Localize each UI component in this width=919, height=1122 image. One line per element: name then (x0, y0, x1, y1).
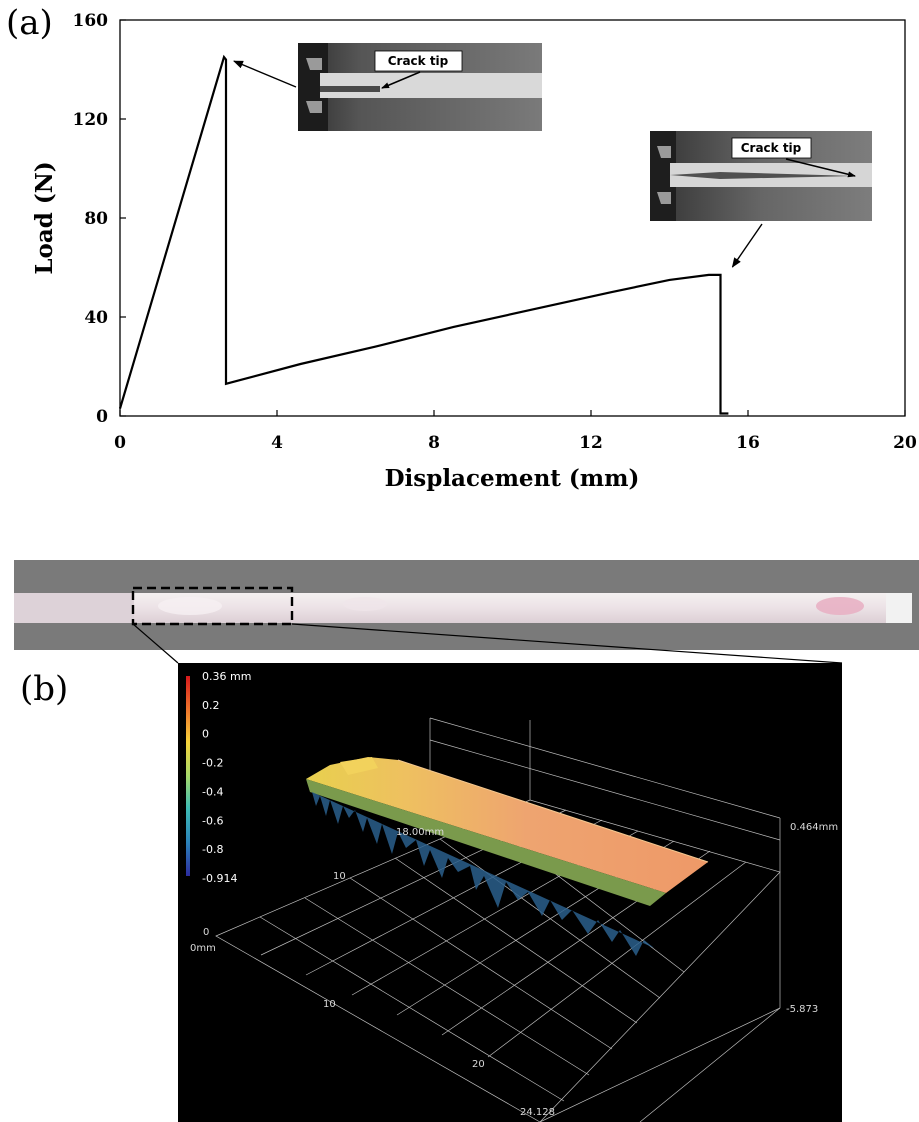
colorbar-tick-label: -0.8 (202, 843, 223, 856)
scan-axis-label: 10 (323, 999, 336, 1010)
crack-tip-arrow-2 (731, 223, 763, 268)
specimen-photo (14, 560, 919, 664)
x-tick-label: 16 (736, 433, 760, 453)
scan-axis-label: 0.464mm (790, 822, 838, 833)
scan-axis-label: 0mm (190, 943, 216, 954)
colorbar-tick-label: -0.4 (202, 785, 223, 798)
crack-inset-photo-1: Crack tip (298, 43, 542, 131)
crack-inset-photo-2: Crack tip (650, 131, 872, 221)
crack-tip-arrow-1 (233, 60, 297, 88)
y-tick-label: 0 (96, 407, 108, 427)
scan-axis-label: -5.873 (786, 1004, 818, 1015)
colorbar-tick-label: 0.36 mm (202, 670, 251, 683)
scan-axis-label: 20 (472, 1059, 485, 1070)
scan-axis-label: 24.128 (520, 1107, 555, 1118)
x-tick-label: 20 (893, 433, 917, 453)
colorbar (186, 676, 190, 876)
scan-axis-labels: 18.00mm 0.464mm 10 0 0mm 10 -5.873 20 24.128 (190, 822, 838, 1118)
colorbar-tick-label: 0 (202, 728, 209, 741)
scan-axis-label: 0 (203, 927, 209, 938)
x-tick-label: 12 (579, 433, 603, 453)
colorbar-tick-label: -0.6 (202, 814, 223, 827)
colorbar-labels: 0.36 mm 0.2 0 -0.2 -0.4 -0.6 -0.8 -0.914 (202, 670, 251, 885)
y-tick-label: 160 (73, 11, 109, 31)
x-tick-label: 0 (114, 433, 126, 453)
y-axis-ticks: 0 40 80 120 160 (73, 11, 126, 427)
surface-scan-3d: 0.36 mm 0.2 0 -0.2 -0.4 -0.6 -0.8 -0.914 (178, 663, 842, 1122)
scan-axis-label: 18.00mm (396, 827, 444, 838)
x-axis-title: Displacement (mm) (385, 465, 640, 492)
colorbar-tick-label: 0.2 (202, 699, 220, 712)
colorbar-tick-label: -0.2 (202, 757, 223, 770)
x-tick-label: 8 (428, 433, 440, 453)
crack-tip-label-2: Crack tip (741, 141, 802, 155)
panel-b-label: (b) (20, 669, 68, 709)
y-tick-label: 80 (84, 209, 108, 229)
y-tick-label: 40 (84, 308, 108, 328)
y-tick-label: 120 (73, 110, 109, 130)
crack-tip-label-1: Crack tip (388, 54, 449, 68)
y-axis-title: Load (N) (31, 161, 58, 274)
scan-axis-label: 10 (333, 871, 346, 882)
height-map-surface (306, 757, 709, 956)
x-tick-label: 4 (271, 433, 283, 453)
colorbar-tick-label: -0.914 (202, 872, 237, 885)
load-displacement-series (118, 54, 729, 415)
zoom-region-box (131, 586, 294, 626)
panel-a-label: (a) (6, 3, 53, 43)
x-axis-ticks: 0 4 8 12 16 20 (114, 410, 917, 453)
